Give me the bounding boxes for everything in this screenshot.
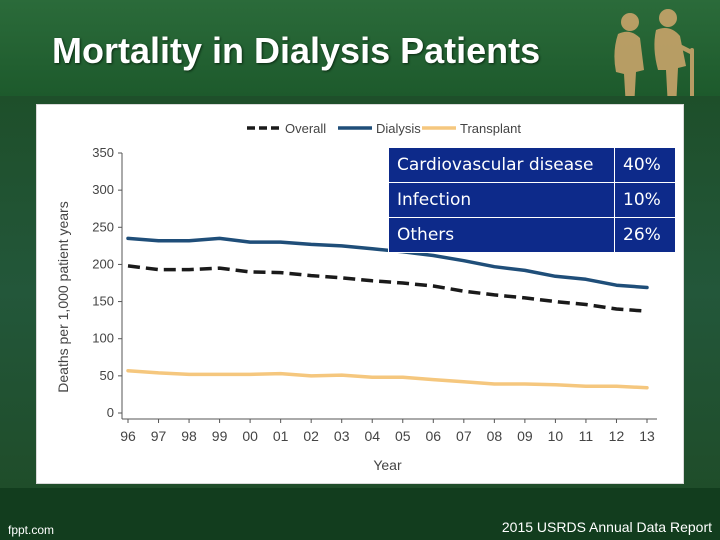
x-tick-label: 98 (181, 428, 197, 444)
cause-row: Cardiovascular disease 40% (388, 147, 676, 183)
footer-site-label: fppt.com (8, 523, 55, 537)
legend-label: Transplant (460, 121, 521, 136)
series-line-overall (127, 264, 648, 313)
y-tick-label: 250 (92, 219, 114, 234)
slide-footer (0, 488, 720, 540)
y-tick-label: 0 (107, 405, 114, 420)
series-line-dialysis (126, 236, 649, 290)
x-tick-label: 97 (151, 428, 167, 444)
y-tick-label: 50 (100, 368, 114, 383)
chart-legend: Overall Dialysis Transplant (247, 121, 521, 136)
cause-percentage: 10% (614, 182, 676, 218)
x-tick-label: 06 (426, 428, 442, 444)
legend-label: Overall (285, 121, 326, 136)
x-tick-label: 09 (517, 428, 533, 444)
x-tick-label: 05 (395, 428, 411, 444)
x-tick-label: 13 (639, 428, 655, 444)
footer-source-label: 2015 USRDS Annual Data Report (501, 519, 712, 535)
cause-label: Others (388, 217, 615, 253)
x-tick-label: 07 (456, 428, 472, 444)
x-tick-label: 00 (242, 428, 258, 444)
cause-label: Cardiovascular disease (388, 147, 615, 183)
x-tick-label: 99 (212, 428, 228, 444)
y-tick-label: 300 (92, 182, 114, 197)
x-tick-label: 10 (548, 428, 564, 444)
cause-percentage: 26% (614, 217, 676, 253)
line-chart: Overall Dialysis Transplant 05010015020025… (55, 121, 657, 473)
series-line-transplant (126, 368, 649, 390)
cause-percentage: 40% (614, 147, 676, 183)
cause-row: Infection 10% (388, 182, 676, 218)
x-tick-label: 02 (303, 428, 319, 444)
x-tick-label: 03 (334, 428, 350, 444)
cause-of-death-table: Cardiovascular disease 40% Infection 10% Oth… (388, 147, 676, 253)
x-tick-label: 12 (609, 428, 625, 444)
x-tick-label: 04 (364, 428, 380, 444)
y-tick-label: 100 (92, 331, 114, 346)
y-tick-label: 150 (92, 294, 114, 309)
y-tick-label: 350 (92, 145, 114, 160)
cause-row: Others 26% (388, 217, 676, 253)
x-tick-label: 11 (579, 428, 594, 444)
legend-label: Dialysis (376, 121, 421, 136)
x-tick-label: 01 (273, 428, 289, 444)
slide-title: Mortality in Dialysis Patients (52, 30, 541, 71)
x-axis-title: Year (373, 457, 402, 473)
cause-label: Infection (388, 182, 615, 218)
elderly-couple-icon (614, 9, 694, 110)
slide-header (0, 0, 720, 96)
y-tick-label: 200 (92, 256, 114, 271)
x-tick-label: 96 (120, 428, 136, 444)
y-axis-title: Deaths per 1,000 patient years (55, 201, 71, 392)
x-tick-label: 08 (487, 428, 503, 444)
chart-series (126, 236, 649, 390)
